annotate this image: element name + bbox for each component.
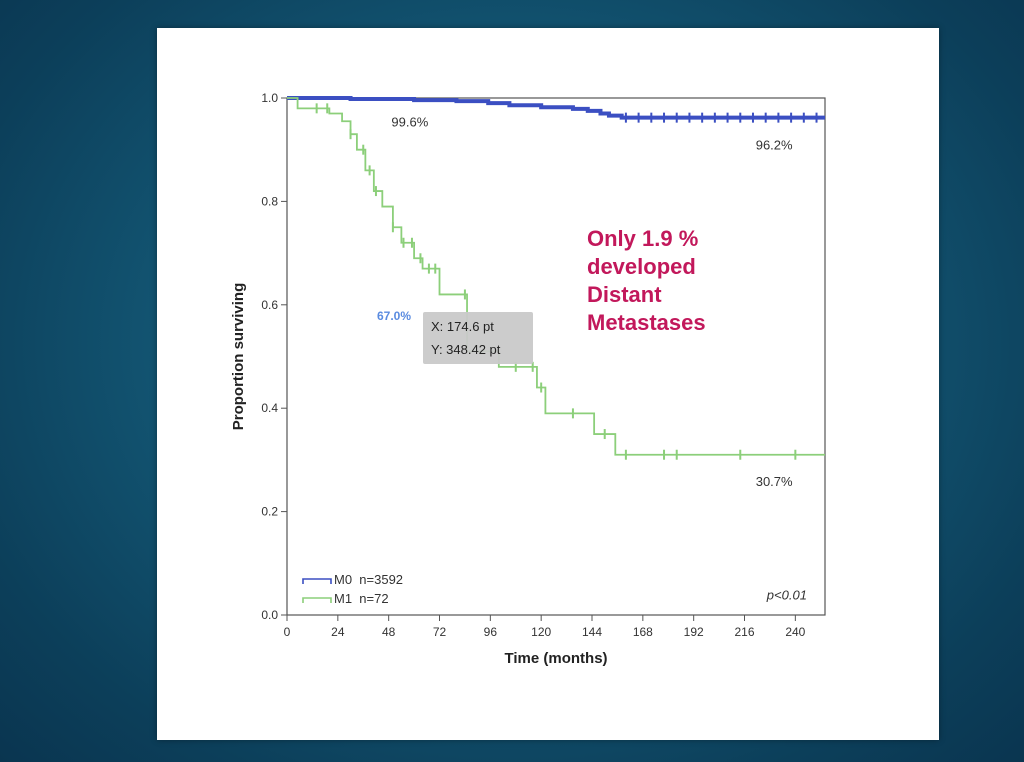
annotation-1: 96.2% <box>756 138 793 153</box>
y-tick-label-1: 0.2 <box>261 505 278 519</box>
x-axis-label: Time (months) <box>504 650 607 667</box>
x-tick-label-1: 24 <box>331 625 345 639</box>
series-line-m1 <box>287 97 825 456</box>
callout-line-0: Only 1.9 % <box>587 226 698 251</box>
plot-area <box>286 97 826 616</box>
annotation-0: 99.6% <box>391 114 428 129</box>
x-tick-label-3: 72 <box>433 625 447 639</box>
annotation-2: 30.7% <box>756 474 793 489</box>
y-tick-label-3: 0.6 <box>261 298 278 312</box>
x-tick-label-2: 48 <box>382 625 396 639</box>
tooltip-marker-label: 67.0% <box>377 309 411 323</box>
callout-line-1: developed <box>587 254 696 279</box>
slide: 0 24 48 72 96 120 144 168 192 216 240 0.0 0.2 0.4 0.6 0… <box>157 28 939 740</box>
y-axis-label: Proportion surviving <box>230 283 247 431</box>
tooltip-box <box>423 312 533 364</box>
y-tick-label-2: 0.4 <box>261 401 278 415</box>
x-tick-label-9: 216 <box>734 625 754 639</box>
series-line-m0 <box>287 96 825 120</box>
y-tick-label-5: 1.0 <box>261 91 278 105</box>
x-tick-label-7: 168 <box>633 625 653 639</box>
y-tick-label-0: 0.0 <box>261 608 278 622</box>
tooltip-y-text: Y: 348.42 pt <box>431 342 501 357</box>
x-tick-label-5: 120 <box>531 625 551 639</box>
x-tick-label-6: 144 <box>582 625 602 639</box>
x-tick-label-8: 192 <box>684 625 704 639</box>
x-tick-label-10: 240 <box>785 625 805 639</box>
callout-line-2: Distant <box>587 282 662 307</box>
legend-label-m1: M1 n=72 <box>334 591 389 606</box>
km-chart: 0 24 48 72 96 120 144 168 192 216 240 0.0 0.2 0.4 0.6 0… <box>230 91 826 667</box>
tooltip-x-text: X: 174.6 pt <box>431 319 494 334</box>
legend-swatch-m1 <box>302 597 332 603</box>
x-tick-label-4: 96 <box>484 625 498 639</box>
x-tick-label-0: 0 <box>284 625 291 639</box>
y-tick-label-4: 0.8 <box>261 194 278 208</box>
p-value-label: p<0.01 <box>766 587 807 602</box>
legend-label-m0: M0 n=3592 <box>334 572 403 587</box>
callout-line-3: Metastases <box>587 310 706 335</box>
legend-swatch-m0 <box>302 578 332 584</box>
